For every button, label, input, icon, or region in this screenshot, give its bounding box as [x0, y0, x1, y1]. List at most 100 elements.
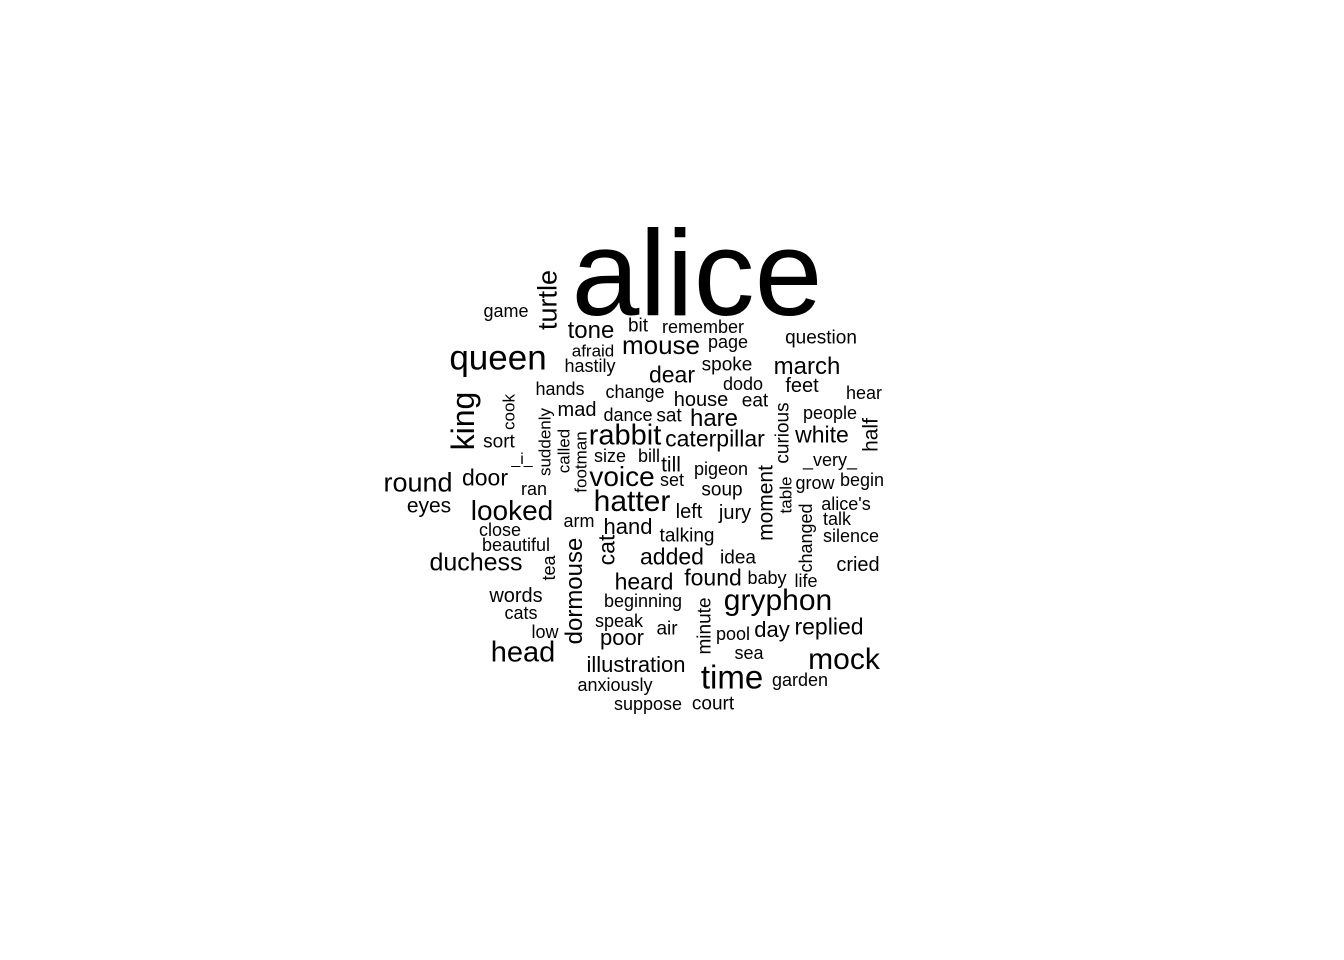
word-dear: dear — [648, 361, 696, 388]
word-eat: eat — [741, 390, 769, 412]
word-till: till — [661, 453, 681, 477]
word-jury: jury — [718, 502, 752, 524]
word-silence: silence — [822, 526, 880, 546]
word-hands: hands — [535, 379, 585, 399]
word-called: called — [554, 428, 574, 474]
word-dormouse: dormouse — [561, 537, 588, 645]
word-begin: begin — [839, 470, 885, 490]
word-table: table — [776, 476, 796, 514]
word-ran: ran — [520, 479, 548, 499]
word-poor: poor — [599, 625, 645, 650]
word-sat: sat — [656, 405, 682, 427]
word-illustration: illustration — [586, 652, 686, 677]
word-people: people — [802, 403, 858, 423]
word-cook: cook — [499, 394, 519, 430]
word-rabbit: rabbit — [588, 419, 662, 452]
word-words: words — [489, 585, 543, 607]
word-tea: tea — [539, 555, 559, 581]
word-talking: talking — [659, 525, 715, 547]
word-round: round — [383, 467, 453, 498]
word-heard: heard — [614, 568, 674, 595]
word-white: white — [795, 421, 849, 448]
word-gryphon: gryphon — [723, 584, 833, 617]
word-found: found — [684, 564, 742, 591]
word-changed: changed — [796, 503, 816, 573]
word-alices: alice's — [821, 494, 871, 514]
word-sea: sea — [734, 643, 764, 663]
word-hatter: hatter — [593, 485, 671, 518]
word-dance: dance — [603, 405, 653, 425]
word-caterpillar: caterpillar — [665, 425, 765, 452]
word-close: close — [478, 520, 522, 540]
word-page: page — [707, 332, 749, 352]
word-bill: bill — [637, 446, 661, 466]
word-size: size — [593, 446, 627, 466]
word-life: life — [794, 571, 818, 591]
word-baby: baby — [747, 568, 787, 588]
word-eyes: eyes — [406, 494, 452, 518]
word-hastily: hastily — [564, 356, 616, 376]
word-voice: voice — [589, 461, 655, 492]
word-cat: cat — [593, 534, 620, 566]
word-duchess: duchess — [429, 548, 523, 577]
word-beginning: beginning — [603, 591, 683, 611]
word-change: change — [605, 382, 665, 402]
word-house: house — [673, 389, 729, 411]
word-door: door — [461, 464, 509, 491]
word-hear: hear — [845, 383, 883, 403]
word-curious: curious — [772, 402, 794, 464]
word-minute: minute — [694, 597, 716, 655]
word-grow: grow — [795, 473, 835, 493]
word-march: march — [773, 353, 841, 380]
word-mock: mock — [808, 643, 880, 676]
word-pool: pool — [715, 624, 751, 644]
word-anxiously: anxiously — [577, 675, 653, 695]
word-tone: tone — [567, 317, 615, 344]
word-speak: speak — [594, 611, 644, 631]
word-garden: garden — [771, 670, 829, 690]
word-court: court — [691, 693, 735, 715]
word-idea: idea — [720, 547, 756, 569]
word-day: day — [754, 617, 790, 642]
word-low: low — [531, 622, 559, 642]
word-set: set — [659, 470, 685, 490]
word-sort: sort — [483, 431, 515, 453]
word-moment: moment — [754, 465, 778, 541]
word-dodo: dodo — [722, 374, 764, 394]
word-suddenly: suddenly — [535, 407, 555, 477]
word-game: game — [483, 301, 529, 321]
word-alice: alice — [571, 205, 823, 341]
word-mouse: mouse — [621, 330, 701, 360]
word-very: _very_ — [802, 450, 858, 470]
word-hand: hand — [603, 514, 653, 539]
word-arm: arm — [563, 511, 595, 531]
word-i: _i_ — [511, 451, 533, 468]
word-head: head — [490, 636, 556, 669]
word-suppose: suppose — [613, 694, 683, 714]
word-remember: remember — [661, 317, 745, 337]
word-air: air — [656, 618, 678, 640]
word-beautiful: beautiful — [481, 535, 551, 555]
word-left: left — [675, 501, 703, 523]
word-pigeon: pigeon — [693, 459, 749, 479]
word-talk: talk — [822, 509, 852, 529]
word-footman: footman — [571, 431, 591, 493]
word-queen: queen — [449, 338, 547, 378]
word-spoke: spoke — [701, 354, 753, 376]
word-cried: cried — [836, 554, 880, 576]
word-afraid: afraid — [571, 341, 615, 361]
word-time: time — [700, 658, 764, 696]
word-bit: bit — [627, 315, 649, 337]
word-replied: replied — [794, 613, 864, 640]
word-turtle: turtle — [532, 269, 563, 331]
word-cats: cats — [504, 603, 538, 623]
word-feet: feet — [785, 375, 819, 397]
word-added: added — [640, 543, 704, 570]
word-looked: looked — [470, 495, 554, 526]
word-hare: hare — [689, 405, 739, 432]
word-mad: mad — [557, 399, 597, 421]
word-soup: soup — [701, 479, 743, 501]
word-king: king — [445, 391, 481, 451]
word-half: half — [859, 418, 883, 452]
